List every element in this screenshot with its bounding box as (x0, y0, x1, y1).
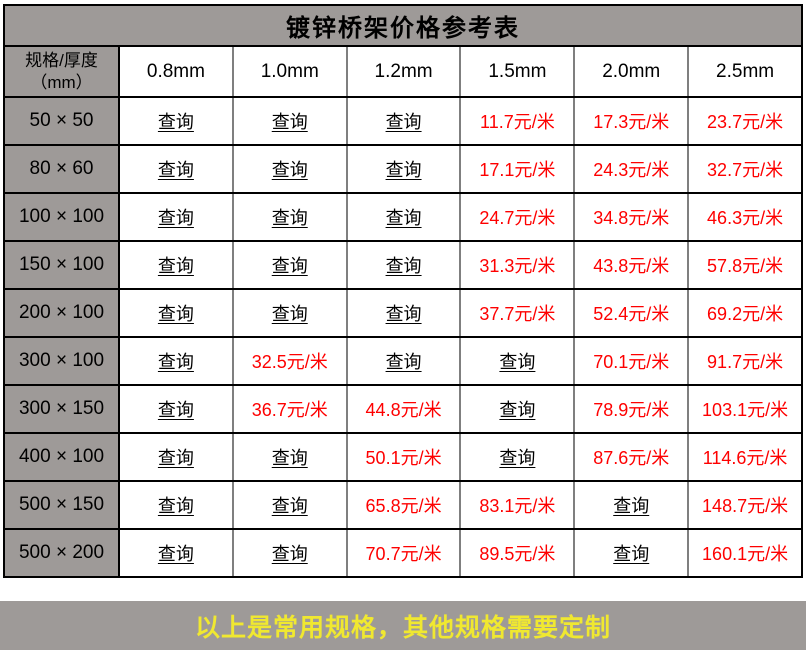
query-link[interactable]: 查询 (345, 97, 461, 146)
price-cell: 57.8元/米 (687, 241, 802, 290)
query-link[interactable]: 查询 (231, 193, 347, 242)
spec-cell: 500 × 150 (4, 481, 119, 530)
price-cell: 160.1元/米 (687, 529, 802, 578)
table-row: 150 × 100 查询 查询 查询 31.3元/米 43.8元/米 57.8元/米 (4, 241, 802, 290)
spec-cell: 400 × 100 (4, 433, 119, 482)
col-header-1-2mm: 1.2mm (345, 46, 461, 98)
query-link[interactable]: 查询 (231, 145, 347, 194)
spec-cell: 300 × 150 (4, 385, 119, 434)
query-link[interactable]: 查询 (345, 289, 461, 338)
title-row: 镀锌桥架价格参考表 (4, 5, 802, 47)
query-link[interactable]: 查询 (573, 481, 689, 530)
header-row: 规格/厚度 （mm） 0.8mm 1.0mm 1.2mm 1.5mm 2.0mm… (4, 46, 802, 98)
spec-cell: 500 × 200 (4, 529, 119, 578)
price-cell: 65.8元/米 (345, 481, 461, 530)
col-header-0-8mm: 0.8mm (118, 46, 233, 98)
table-row: 500 × 150 查询 查询 65.8元/米 83.1元/米 查询 148.7元/米 (4, 481, 802, 530)
spec-cell: 200 × 100 (4, 289, 119, 338)
price-cell: 31.3元/米 (459, 241, 575, 290)
price-cell: 70.7元/米 (345, 529, 461, 578)
footer-note: 以上是常用规格，其他规格需要定制 (194, 613, 611, 642)
price-cell: 87.6元/米 (573, 433, 689, 482)
table-row: 80 × 60 查询 查询 查询 17.1元/米 24.3元/米 32.7元/米 (4, 145, 802, 194)
table-row: 100 × 100 查询 查询 查询 24.7元/米 34.8元/米 46.3元/米 (4, 193, 802, 242)
query-link[interactable]: 查询 (118, 529, 233, 578)
spec-cell: 80 × 60 (4, 145, 119, 194)
price-cell: 37.7元/米 (459, 289, 575, 338)
price-cell: 17.1元/米 (459, 145, 575, 194)
price-cell: 17.3元/米 (573, 97, 689, 146)
price-cell: 23.7元/米 (687, 97, 802, 146)
query-link[interactable]: 查询 (231, 529, 347, 578)
table-row: 500 × 200 查询 查询 70.7元/米 89.5元/米 查询 160.1元/米 (4, 529, 802, 578)
query-link[interactable]: 查询 (345, 145, 461, 194)
query-link[interactable]: 查询 (573, 529, 689, 578)
query-link[interactable]: 查询 (459, 385, 575, 434)
query-link[interactable]: 查询 (345, 241, 461, 290)
price-cell: 52.4元/米 (573, 289, 689, 338)
query-link[interactable]: 查询 (118, 433, 233, 482)
price-cell: 32.5元/米 (231, 337, 347, 386)
query-link[interactable]: 查询 (231, 433, 347, 482)
query-link[interactable]: 查询 (118, 289, 233, 338)
query-link[interactable]: 查询 (118, 481, 233, 530)
table-row: 400 × 100 查询 查询 50.1元/米 查询 87.6元/米 114.6元/米 (4, 433, 802, 482)
price-cell: 91.7元/米 (687, 337, 802, 386)
price-table-body: 50 × 50 查询 查询 查询 11.7元/米 17.3元/米 23.7元/米 80 × 6… (4, 97, 802, 578)
footer-note-bar: 以上是常用规格，其他规格需要定制 (0, 601, 806, 650)
spec-cell: 150 × 100 (4, 241, 119, 290)
table-title: 镀锌桥架价格参考表 (4, 5, 802, 47)
price-cell: 89.5元/米 (459, 529, 575, 578)
query-link[interactable]: 查询 (231, 481, 347, 530)
price-cell: 103.1元/米 (687, 385, 802, 434)
query-link[interactable]: 查询 (459, 337, 575, 386)
price-cell: 148.7元/米 (687, 481, 802, 530)
price-cell: 70.1元/米 (573, 337, 689, 386)
col-header-1-5mm: 1.5mm (459, 46, 575, 98)
table-row: 200 × 100 查询 查询 查询 37.7元/米 52.4元/米 69.2元/米 (4, 289, 802, 338)
price-cell: 69.2元/米 (687, 289, 802, 338)
query-link[interactable]: 查询 (345, 337, 461, 386)
query-link[interactable]: 查询 (459, 433, 575, 482)
col-header-2-5mm: 2.5mm (687, 46, 802, 98)
price-cell: 43.8元/米 (573, 241, 689, 290)
price-cell: 50.1元/米 (345, 433, 461, 482)
col-header-2-0mm: 2.0mm (573, 46, 689, 98)
price-cell: 24.3元/米 (573, 145, 689, 194)
price-cell: 36.7元/米 (231, 385, 347, 434)
query-link[interactable]: 查询 (118, 241, 233, 290)
table-row: 50 × 50 查询 查询 查询 11.7元/米 17.3元/米 23.7元/米 (4, 97, 802, 146)
price-cell: 114.6元/米 (687, 433, 802, 482)
price-table: 镀锌桥架价格参考表 规格/厚度 （mm） 0.8mm 1.0mm 1.2mm 1… (3, 4, 803, 578)
query-link[interactable]: 查询 (118, 193, 233, 242)
spec-cell: 300 × 100 (4, 337, 119, 386)
query-link[interactable]: 查询 (231, 97, 347, 146)
corner-header: 规格/厚度 （mm） (4, 46, 119, 98)
spec-cell: 100 × 100 (4, 193, 119, 242)
price-cell: 44.8元/米 (345, 385, 461, 434)
table-row: 300 × 150 查询 36.7元/米 44.8元/米 查询 78.9元/米 103.1元… (4, 385, 802, 434)
spec-cell: 50 × 50 (4, 97, 119, 146)
price-cell: 78.9元/米 (573, 385, 689, 434)
query-link[interactable]: 查询 (231, 241, 347, 290)
table-row: 300 × 100 查询 32.5元/米 查询 查询 70.1元/米 91.7元/米 (4, 337, 802, 386)
price-cell: 32.7元/米 (687, 145, 802, 194)
query-link[interactable]: 查询 (118, 145, 233, 194)
price-cell: 24.7元/米 (459, 193, 575, 242)
query-link[interactable]: 查询 (118, 97, 233, 146)
query-link[interactable]: 查询 (231, 289, 347, 338)
price-cell: 11.7元/米 (459, 97, 575, 146)
price-cell: 83.1元/米 (459, 481, 575, 530)
price-cell: 34.8元/米 (573, 193, 689, 242)
query-link[interactable]: 查询 (118, 385, 233, 434)
col-header-1-0mm: 1.0mm (231, 46, 347, 98)
query-link[interactable]: 查询 (345, 193, 461, 242)
price-cell: 46.3元/米 (687, 193, 802, 242)
query-link[interactable]: 查询 (118, 337, 233, 386)
